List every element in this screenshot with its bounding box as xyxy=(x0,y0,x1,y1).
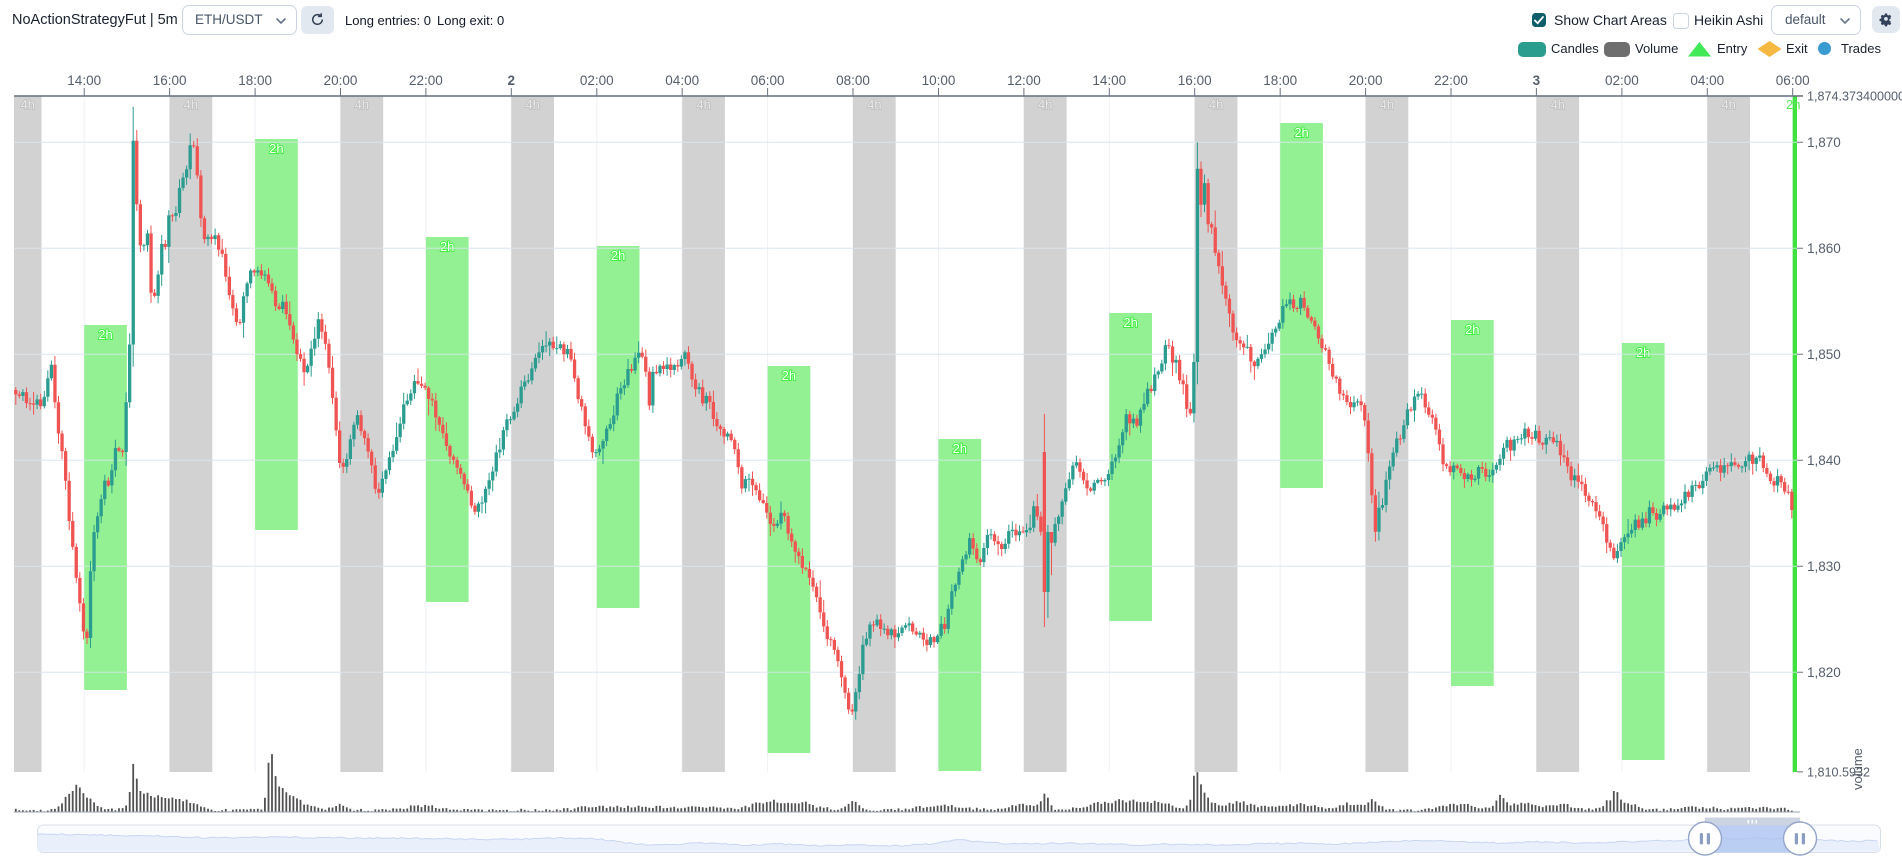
svg-text:14:00: 14:00 xyxy=(67,73,101,88)
svg-text:4h: 4h xyxy=(355,97,369,112)
svg-text:2h: 2h xyxy=(1636,345,1650,360)
svg-text:4h: 4h xyxy=(867,97,881,112)
svg-text:1,850: 1,850 xyxy=(1807,347,1841,362)
svg-text:04:00: 04:00 xyxy=(1690,73,1724,88)
svg-text:2h: 2h xyxy=(1123,315,1137,330)
svg-text:1,840: 1,840 xyxy=(1807,453,1841,468)
svg-text:2h: 2h xyxy=(269,141,283,156)
svg-text:14:00: 14:00 xyxy=(1092,73,1126,88)
svg-text:08:00: 08:00 xyxy=(836,73,870,88)
svg-text:2h: 2h xyxy=(1786,97,1800,112)
svg-text:02:00: 02:00 xyxy=(580,73,614,88)
svg-text:1,860: 1,860 xyxy=(1807,241,1841,256)
svg-text:2h: 2h xyxy=(1465,322,1479,337)
svg-text:06:00: 06:00 xyxy=(1776,73,1810,88)
svg-text:20:00: 20:00 xyxy=(1349,73,1383,88)
svg-text:06:00: 06:00 xyxy=(751,73,785,88)
svg-text:1,820: 1,820 xyxy=(1807,665,1841,680)
svg-text:10:00: 10:00 xyxy=(922,73,956,88)
svg-text:18:00: 18:00 xyxy=(238,73,272,88)
svg-text:4h: 4h xyxy=(696,97,710,112)
svg-text:2h: 2h xyxy=(953,441,967,456)
svg-text:4h: 4h xyxy=(1209,97,1223,112)
svg-text:22:00: 22:00 xyxy=(409,73,443,88)
svg-text:18:00: 18:00 xyxy=(1263,73,1297,88)
svg-text:2h: 2h xyxy=(782,368,796,383)
svg-text:4h: 4h xyxy=(21,97,35,112)
svg-text:2h: 2h xyxy=(440,239,454,254)
svg-text:3: 3 xyxy=(1533,73,1541,88)
svg-text:2: 2 xyxy=(508,73,516,88)
svg-text:04:00: 04:00 xyxy=(665,73,699,88)
svg-text:2h: 2h xyxy=(98,327,112,342)
svg-text:4h: 4h xyxy=(1380,97,1394,112)
svg-text:volume: volume xyxy=(1850,748,1865,790)
svg-text:1,830: 1,830 xyxy=(1807,559,1841,574)
svg-text:4h: 4h xyxy=(525,97,539,112)
svg-text:02:00: 02:00 xyxy=(1605,73,1639,88)
svg-text:4h: 4h xyxy=(1551,97,1565,112)
svg-text:4h: 4h xyxy=(184,97,198,112)
svg-text:2h: 2h xyxy=(1294,125,1308,140)
svg-text:2h: 2h xyxy=(611,248,625,263)
svg-text:12:00: 12:00 xyxy=(1007,73,1041,88)
svg-text:1,810.5932: 1,810.5932 xyxy=(1807,765,1870,779)
svg-text:4h: 4h xyxy=(1038,97,1052,112)
svg-text:1,870: 1,870 xyxy=(1807,135,1841,150)
svg-text:1,874.373400000: 1,874.373400000 xyxy=(1807,89,1902,103)
svg-text:16:00: 16:00 xyxy=(1178,73,1212,88)
svg-text:4h: 4h xyxy=(1721,97,1735,112)
svg-text:20:00: 20:00 xyxy=(324,73,358,88)
svg-text:22:00: 22:00 xyxy=(1434,73,1468,88)
svg-text:16:00: 16:00 xyxy=(153,73,187,88)
